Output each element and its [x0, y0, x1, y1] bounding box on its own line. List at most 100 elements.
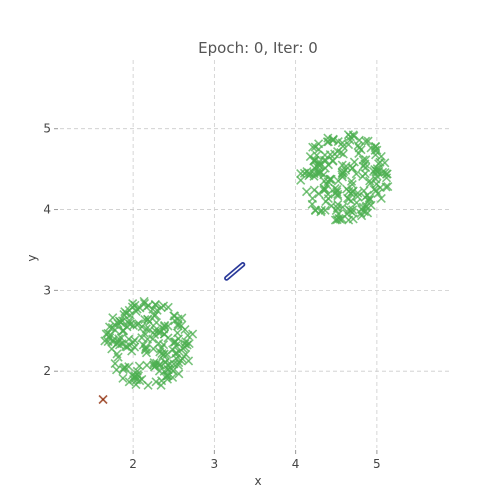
data-point — [150, 299, 160, 310]
data-point — [143, 314, 153, 325]
data-point — [361, 136, 371, 146]
data-point — [370, 145, 380, 155]
data-point — [374, 159, 384, 169]
x-tick-label: 2 — [129, 457, 137, 471]
x-tick-label: 4 — [292, 457, 300, 471]
data-point — [162, 349, 172, 359]
data-point — [347, 180, 357, 190]
y-tick-label: 4 — [43, 203, 51, 217]
data-point — [170, 337, 180, 347]
data-point — [321, 197, 331, 207]
data-point — [150, 326, 160, 336]
data-point — [348, 205, 358, 215]
data-point — [361, 155, 371, 165]
data-point — [141, 324, 151, 334]
data-point — [310, 206, 321, 216]
data-point — [169, 311, 179, 321]
data-point — [119, 363, 129, 373]
data-point — [351, 169, 361, 179]
data-point — [131, 306, 141, 316]
data-point — [349, 157, 359, 167]
x-tick-label: 5 — [373, 457, 381, 471]
data-point — [125, 310, 135, 320]
data-point — [113, 319, 123, 329]
data-point — [103, 328, 113, 339]
data-point — [134, 361, 144, 371]
data-point — [296, 175, 306, 185]
data-point — [296, 169, 306, 179]
data-point — [124, 377, 134, 387]
data-point — [180, 342, 190, 352]
x-tick-label: 3 — [211, 457, 219, 471]
data-point — [357, 211, 367, 221]
data-point — [362, 208, 373, 218]
data-point — [124, 334, 134, 344]
data-point — [353, 140, 363, 151]
data-point — [376, 193, 386, 203]
data-point — [370, 164, 380, 175]
data-point — [141, 348, 152, 358]
data-point — [149, 360, 159, 370]
data-point — [364, 193, 374, 203]
data-point — [358, 161, 368, 171]
data-point — [174, 369, 184, 379]
data-point — [142, 360, 152, 370]
data-point — [308, 142, 318, 152]
data-point — [140, 345, 151, 355]
data-point — [124, 318, 134, 328]
data-point — [163, 302, 173, 312]
data-point — [314, 144, 324, 154]
data-point — [151, 318, 162, 328]
data-point — [108, 337, 118, 347]
data-point — [148, 334, 158, 344]
data-point — [149, 362, 160, 372]
data-point — [343, 140, 354, 150]
data-point — [137, 333, 147, 343]
data-point — [117, 326, 128, 336]
data-point — [371, 186, 381, 196]
data-point — [128, 298, 138, 309]
data-point — [140, 315, 150, 325]
data-point — [114, 334, 124, 344]
data-points — [98, 130, 393, 405]
data-point — [106, 330, 116, 340]
data-point — [346, 176, 357, 186]
data-point — [314, 189, 324, 199]
data-point — [188, 329, 198, 339]
data-point — [365, 176, 375, 186]
data-point — [353, 191, 363, 202]
data-point — [333, 176, 343, 186]
data-point — [360, 169, 370, 179]
data-point — [344, 186, 354, 196]
data-point — [153, 325, 163, 335]
data-point — [337, 168, 347, 178]
data-point — [163, 321, 173, 331]
data-point — [158, 340, 169, 350]
data-point — [338, 141, 348, 151]
data-point — [163, 371, 173, 381]
data-point — [156, 380, 166, 390]
data-point — [326, 201, 336, 211]
y-tick-label: 5 — [43, 122, 51, 136]
data-point — [328, 156, 338, 166]
data-point — [336, 147, 346, 158]
data-point — [118, 373, 128, 383]
data-point — [132, 320, 142, 330]
data-point — [113, 352, 123, 362]
highlight-point — [98, 394, 108, 405]
data-point — [148, 344, 158, 354]
data-point — [305, 169, 315, 179]
data-point — [334, 213, 344, 224]
data-point — [116, 333, 126, 343]
data-point — [152, 305, 162, 315]
y-axis-label: y — [25, 254, 39, 261]
data-point — [128, 337, 138, 347]
data-point — [372, 145, 382, 155]
data-point — [319, 176, 329, 186]
data-point — [348, 163, 358, 173]
data-point — [139, 296, 149, 306]
data-point — [363, 136, 373, 146]
data-point — [307, 193, 318, 203]
x-axis-label: x — [254, 474, 261, 488]
data-point — [183, 356, 194, 366]
